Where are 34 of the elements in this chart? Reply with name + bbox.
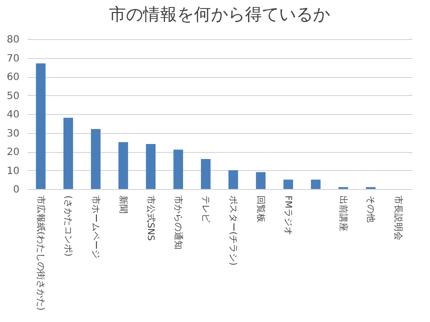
bar [310, 180, 321, 189]
y-tick-label: 30 [6, 128, 20, 140]
x-tick-label: ポスター(チラシ) [227, 196, 238, 266]
x-tick-label: テレビ [200, 196, 211, 224]
bar [256, 172, 266, 189]
bar [90, 129, 101, 189]
x-tick-label: 市公式SNS [144, 196, 156, 241]
x-tick-label: (さかたコンポ) [62, 196, 72, 257]
bar [228, 170, 238, 189]
x-tick-label: 市からの通知 [172, 196, 184, 250]
x-tick-label: 市ホームページ [90, 196, 101, 258]
x-tick-label: 回覧板 [254, 196, 266, 222]
y-tick-label: 80 [6, 34, 20, 46]
y-tick-label: 0 [13, 184, 20, 196]
y-tick-label: 70 [6, 53, 20, 64]
bar [173, 150, 184, 189]
bar [200, 159, 211, 189]
x-tick-label: 市広報紙(わたしの街さかた) [34, 196, 46, 311]
y-tick-label: 40 [6, 110, 20, 120]
x-tick-label: 出前講座 [337, 196, 348, 232]
x-tick-label: その他 [364, 196, 376, 222]
y-tick-label: 50 [6, 90, 20, 102]
x-tick-label: 市長説明会 [392, 196, 404, 240]
bar [283, 180, 294, 189]
x-tick-label: 新聞 [117, 196, 128, 214]
bar [118, 142, 128, 189]
bar [146, 144, 156, 189]
x-tick-label: FMラジオ [282, 196, 292, 236]
y-tick-label: 10 [6, 166, 20, 177]
y-tick-label: 60 [6, 72, 20, 83]
y-tick-label: 20 [6, 147, 20, 158]
bar [36, 63, 46, 189]
chart-title: 市の情報を何から得ているか [109, 5, 330, 25]
bar [63, 118, 74, 189]
